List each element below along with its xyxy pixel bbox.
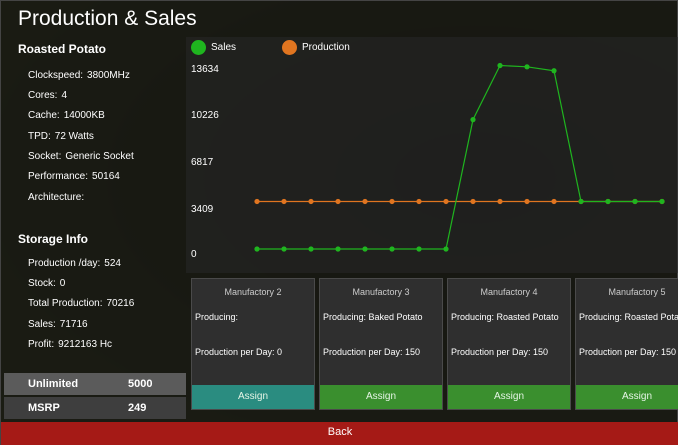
manufactory-name: Manufactory 5 <box>608 287 666 297</box>
production-point <box>362 198 368 205</box>
production-point <box>551 198 557 205</box>
sales-line <box>257 64 662 250</box>
spec-cache: Cache: 14000KB <box>28 110 105 121</box>
manufactory-card: Manufactory 5 Producing: Roasted Potato … <box>575 278 678 410</box>
y-tick-label: 0 <box>191 249 197 260</box>
sales-point <box>281 246 287 252</box>
product-name: Roasted Potato <box>18 42 107 56</box>
sales-point <box>497 62 503 69</box>
spec-clockspeed: Clockspeed: 3800MHz <box>28 70 130 81</box>
legend-production: Production <box>282 40 350 55</box>
storage-profit: Profit: 9212163 Hc <box>28 339 113 350</box>
sales-point <box>632 198 638 205</box>
spec-tpd: TPD: 72 Watts <box>28 131 94 142</box>
manufactory-name: Manufactory 2 <box>224 287 282 297</box>
production-point <box>416 198 422 205</box>
spec-socket: Socket: Generic Socket <box>28 151 134 162</box>
y-tick-label: 3409 <box>191 204 214 215</box>
sales-point <box>389 246 395 252</box>
unlimited-value: 5000 <box>128 378 153 390</box>
y-tick-label: 13634 <box>191 64 219 75</box>
unlimited-price-row[interactable]: Unlimited 5000 <box>4 373 186 395</box>
sales-point <box>443 246 449 252</box>
sales-point <box>470 117 476 123</box>
chart-plot <box>254 62 665 252</box>
manufactory-name: Manufactory 4 <box>480 287 538 297</box>
assign-button[interactable]: Assign <box>192 385 314 409</box>
storage-info-title: Storage Info <box>18 232 89 246</box>
storage-stock: Stock: 0 <box>28 278 66 289</box>
storage-production-per-day: Production /day: 524 <box>28 258 121 269</box>
production-point <box>281 198 287 205</box>
spec-architecture: Architecture: <box>28 192 85 203</box>
y-tick-label: 6817 <box>191 157 214 168</box>
y-tick-label: 10226 <box>191 110 219 121</box>
manufactory-producing: Producing: Roasted Potato <box>451 312 559 322</box>
storage-total-production: Total Production: 70216 <box>28 298 135 309</box>
production-legend-dot <box>282 40 297 55</box>
production-sales-chart: Sales Production 13634 10226 6817 3409 0 <box>186 37 678 273</box>
production-point <box>524 198 530 205</box>
sales-point <box>362 246 368 252</box>
assign-button[interactable]: Assign <box>576 385 678 409</box>
manufactory-name: Manufactory 3 <box>352 287 410 297</box>
production-point <box>497 198 503 205</box>
manufactory-card: Manufactory 4 Producing: Roasted Potato … <box>447 278 571 410</box>
sales-point <box>659 198 665 205</box>
sales-point <box>551 68 557 74</box>
manufactory-producing: Producing: Roasted Potato <box>579 312 678 322</box>
manufactory-production-per-day: Production per Day: 150 <box>451 347 549 357</box>
sales-point <box>308 246 314 252</box>
sales-point <box>578 198 584 205</box>
manufactory-production-per-day: Production per Day: 150 <box>579 347 677 357</box>
production-point <box>308 198 314 205</box>
msrp-price-row[interactable]: MSRP 249 <box>4 397 186 419</box>
spec-performance: Performance: 50164 <box>28 171 120 182</box>
production-point <box>443 198 449 205</box>
window-title: Production & Sales <box>18 7 197 30</box>
production-point <box>335 198 341 205</box>
msrp-value: 249 <box>128 402 147 414</box>
production-point <box>254 198 260 205</box>
manufactory-production-per-day: Production per Day: 0 <box>195 347 283 357</box>
spec-cores: Cores: 4 <box>28 90 68 101</box>
legend-sales: Sales <box>191 40 236 55</box>
sales-point <box>416 246 422 252</box>
storage-sales: Sales: 71716 <box>28 319 88 330</box>
sales-point <box>254 246 260 252</box>
unlimited-label: Unlimited <box>28 378 79 390</box>
manufactory-producing: Producing: Baked Potato <box>323 312 423 322</box>
sales-point <box>605 198 611 205</box>
sales-point <box>524 64 530 70</box>
assign-button[interactable]: Assign <box>320 385 442 409</box>
manufactory-producing: Producing: <box>195 312 239 322</box>
production-point <box>389 198 395 205</box>
sales-point <box>335 246 341 252</box>
sales-legend-dot <box>191 40 206 55</box>
assign-button[interactable]: Assign <box>448 385 570 409</box>
manufactory-card: Manufactory 2 Producing: Production per … <box>191 278 315 410</box>
manufactory-production-per-day: Production per Day: 150 <box>323 347 421 357</box>
msrp-label: MSRP <box>28 402 60 414</box>
manufactory-list: Manufactory 2 Producing: Production per … <box>191 278 678 411</box>
product-info-panel: Roasted Potato Clockspeed: 3800MHz Cores:… <box>1 37 186 422</box>
production-point <box>470 198 476 205</box>
back-button[interactable]: Back <box>1 422 678 445</box>
manufactory-card: Manufactory 3 Producing: Baked Potato Pr… <box>319 278 443 410</box>
